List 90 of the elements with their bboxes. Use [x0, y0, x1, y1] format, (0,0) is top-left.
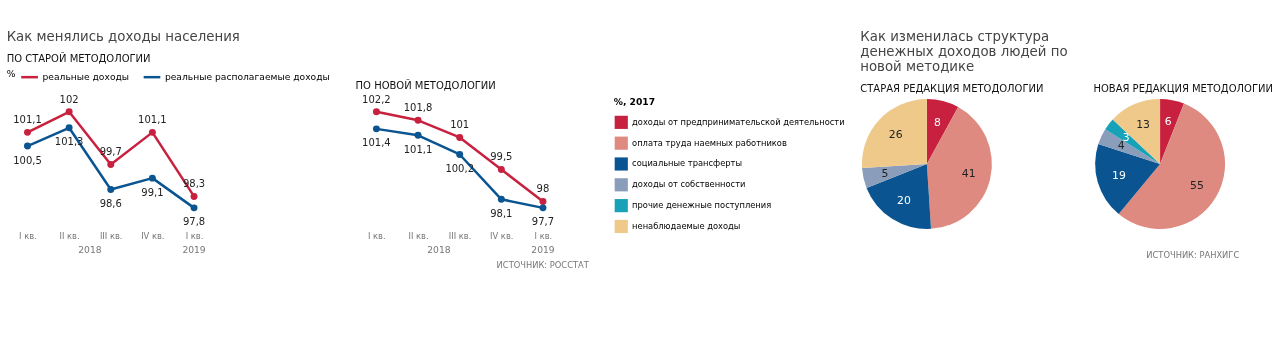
x-tick-label: IV кв. [490, 231, 514, 242]
point [148, 174, 156, 182]
point [456, 133, 464, 141]
legend-label: социальные трансферты [632, 158, 742, 169]
legend-label: реальные располагаемые доходы [164, 70, 330, 82]
point [190, 204, 198, 212]
data-label: 5 [881, 166, 889, 180]
data-label: 101 [450, 119, 470, 131]
legend-label: доходы от предпринимательской деятельности [632, 116, 845, 127]
point [372, 125, 380, 133]
point [539, 197, 547, 205]
point [190, 192, 198, 200]
pie-slice [1112, 99, 1161, 164]
data-label: 13 [1136, 117, 1151, 131]
x-tick-label: I кв. [185, 231, 204, 242]
pie-slice [926, 99, 959, 164]
data-label: 100,5 [13, 154, 42, 166]
legend-label: реальные доходы [42, 70, 130, 82]
point [497, 195, 505, 203]
chart-subtitle: ПО НОВОЙ МЕТОДОЛОГИИ [355, 79, 496, 92]
data-label: 98 [536, 183, 550, 195]
point [497, 165, 505, 173]
data-label: 101,4 [362, 137, 391, 149]
data-label: 101,1 [13, 114, 42, 126]
text: 2019 [531, 244, 555, 256]
pie-slice [862, 99, 927, 169]
point [414, 116, 422, 124]
pie-slice [866, 163, 931, 229]
data-label: 102,2 [362, 93, 391, 105]
point [65, 124, 73, 132]
x-tick-label: II кв. [59, 231, 80, 242]
pie-slice [926, 107, 992, 229]
x-tick-label: III кв. [448, 231, 472, 242]
data-label: 97,7 [531, 216, 555, 228]
chart-title: Как менялись доходы населения [6, 28, 240, 44]
pie-slice [1098, 129, 1161, 164]
point [372, 108, 380, 116]
point [539, 204, 547, 212]
chart-title: Как изменилась структура денежных доходов людей по новой методике [860, 28, 1068, 74]
point [107, 160, 115, 168]
point [107, 186, 115, 194]
data-label: 8 [934, 115, 942, 129]
data-label: 26 [888, 127, 903, 141]
data-label: 100,2 [445, 162, 474, 174]
chart-subtitle: СТАРАЯ РЕДАКЦИЯ МЕТОДОЛОГИИ [860, 83, 1044, 95]
legend-title: % [6, 68, 16, 80]
data-label: 99,5 [490, 151, 513, 163]
x-tick-label: II кв. [408, 231, 429, 242]
data-label: 101,1 [138, 114, 167, 126]
chart-subtitle: ПО СТАРОЙ МЕТОДОЛОГИИ [6, 52, 151, 65]
text: 2018 [427, 244, 451, 256]
legend-title: %, 2017 [613, 95, 656, 107]
legend-label: оплата труда наемных работников [632, 137, 787, 148]
data-label: 19 [1112, 169, 1126, 183]
data-label: 97,8 [182, 216, 206, 228]
data-label: 99,7 [99, 146, 122, 158]
legend-label: прочие денежные поступления [632, 200, 772, 211]
pie-slice [1095, 143, 1161, 215]
data-label: 20 [897, 193, 911, 207]
text: ИСТОЧНИК: РАНХИГС [1146, 250, 1240, 261]
data-label: 98,6 [99, 198, 122, 210]
data-label: 41 [961, 166, 976, 180]
pie-slice [1160, 99, 1184, 164]
chart-subtitle: НОВАЯ РЕДАКЦИЯ МЕТОДОЛОГИИ [1093, 83, 1273, 95]
data-label: 101,8 [403, 102, 433, 114]
point [24, 128, 31, 136]
x-tick-label: III кв. [99, 231, 123, 242]
point [65, 108, 73, 116]
data-label: 99,1 [141, 186, 164, 198]
point [24, 142, 31, 150]
x-tick-label: I кв. [368, 231, 386, 242]
text: 2018 [78, 244, 102, 256]
x-tick-label: I кв. [19, 231, 37, 242]
point [148, 128, 156, 136]
x-tick-label: I кв. [534, 231, 553, 242]
data-label: 102 [59, 93, 79, 105]
legend-label: доходы от собственности [632, 179, 746, 190]
data-label: 101,1 [403, 143, 433, 155]
data-label: 98,1 [490, 207, 513, 219]
x-tick-label: IV кв. [141, 231, 165, 242]
pie-slice [862, 163, 927, 188]
point [414, 131, 422, 139]
pie-slice [1105, 119, 1161, 164]
legend-label: ненаблюдаемые доходы [632, 220, 741, 231]
text: 2019 [182, 244, 206, 256]
text: ИСТОЧНИК: РОССТАТ [496, 260, 590, 271]
data-label: 6 [1164, 115, 1172, 129]
point [456, 151, 464, 158]
data-label: 3 [1122, 131, 1130, 145]
data-label: 55 [1190, 179, 1204, 193]
